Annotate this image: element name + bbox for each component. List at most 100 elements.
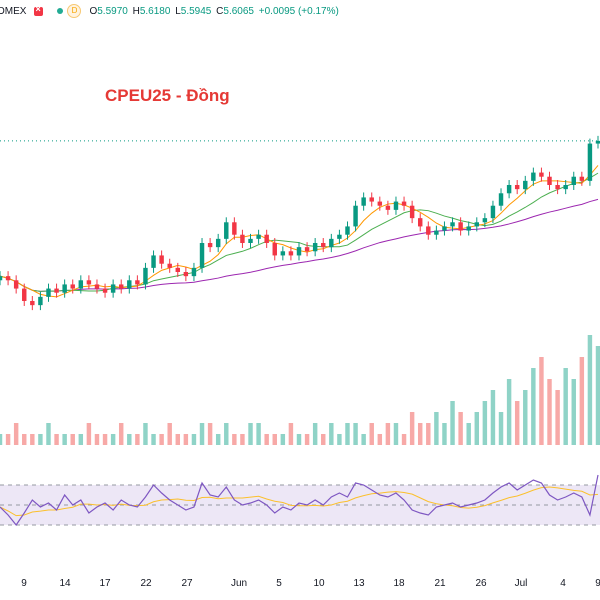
- open-value: 5.5970: [97, 5, 128, 17]
- market-closed-icon[interactable]: [34, 4, 44, 16]
- candle-body: [482, 218, 488, 223]
- volume-bar: [393, 423, 399, 445]
- volume-bar: [143, 423, 148, 445]
- candle-body: [232, 222, 237, 235]
- high-value: 5.6180: [139, 5, 171, 17]
- volume-bar: [118, 423, 124, 445]
- volume-bar: [159, 434, 164, 445]
- volume-bar: [361, 434, 366, 445]
- volume-bar: [498, 412, 504, 445]
- candle-body: [280, 251, 286, 256]
- volume-bar: [5, 434, 11, 445]
- volume-bar: [127, 434, 132, 445]
- candle-body: [547, 176, 552, 185]
- close-key: C: [216, 5, 224, 17]
- open-key: O: [89, 5, 98, 17]
- volume-bar: [38, 434, 43, 445]
- volume-bar: [369, 423, 374, 445]
- volume-bar: [191, 434, 197, 445]
- candle-body: [159, 255, 164, 264]
- candle-body: [183, 272, 189, 277]
- volume-bar: [167, 423, 172, 445]
- volume-bar: [280, 434, 286, 445]
- candle-body: [393, 201, 399, 210]
- volume-bar: [264, 434, 269, 445]
- volume-bar: [353, 423, 358, 445]
- candle-body: [248, 238, 253, 243]
- volume-bar: [587, 335, 593, 445]
- candle-body: [329, 238, 334, 248]
- volume-bar: [199, 423, 205, 445]
- candle-body: [506, 185, 512, 194]
- candle-body: [563, 185, 568, 190]
- volume-bar: [62, 434, 67, 445]
- volume-bar: [13, 423, 19, 445]
- volume-bar: [377, 434, 383, 445]
- volume-bar: [531, 368, 536, 445]
- candle-body: [256, 234, 261, 239]
- candle-body: [296, 247, 302, 256]
- x-tick-label: 14: [59, 578, 71, 589]
- market-status-icon[interactable]: [57, 8, 64, 14]
- candle-body: [240, 234, 245, 243]
- volume-bar: [417, 423, 423, 445]
- candle-body: [304, 247, 310, 252]
- x-tick-label: Jun: [231, 578, 247, 589]
- candle-body: [272, 243, 277, 256]
- volume-bar: [442, 423, 447, 445]
- candle-body: [531, 172, 536, 181]
- volume-bar: [312, 423, 318, 445]
- x-tick-label: 10: [313, 578, 325, 589]
- exchange-label: OMEX: [0, 5, 27, 17]
- candle-body: [426, 226, 431, 235]
- candle-body: [498, 193, 504, 206]
- volume-bar: [337, 434, 342, 445]
- candle-body: [215, 238, 221, 248]
- candle-body: [369, 197, 374, 202]
- delayed-data-badge[interactable]: D: [67, 4, 82, 18]
- candle-body: [450, 222, 455, 227]
- volume-bar: [490, 390, 496, 445]
- candle-body: [118, 284, 124, 289]
- volume-bar: [409, 412, 415, 445]
- volume-bar: [288, 423, 294, 445]
- volume-bar: [595, 346, 600, 445]
- volume-bar: [385, 423, 391, 445]
- volume-bar: [450, 401, 455, 445]
- volume-bar: [54, 434, 59, 445]
- candle-body: [361, 197, 366, 206]
- candle-body: [555, 185, 560, 190]
- candle-body: [13, 280, 19, 289]
- candle-body: [110, 284, 116, 293]
- candle-body: [409, 205, 415, 219]
- candle-body: [191, 267, 197, 277]
- candle-body: [264, 234, 269, 243]
- x-tick-label: 21: [434, 578, 446, 589]
- candle-body: [401, 201, 407, 206]
- x-tick-label: 4: [560, 578, 566, 589]
- candle-body: [207, 243, 213, 248]
- volume-bar: [571, 379, 576, 445]
- candle-body: [175, 267, 181, 272]
- candle-body: [22, 288, 27, 301]
- x-tick-label: 9: [21, 578, 27, 589]
- candle-body: [70, 284, 75, 289]
- candle-body: [30, 301, 35, 306]
- volume-bar: [232, 434, 237, 445]
- candle-body: [46, 288, 51, 297]
- x-tick-label: 5: [276, 578, 282, 589]
- close-value: 5.6065: [223, 5, 254, 17]
- x-tick-label: 13: [353, 578, 365, 589]
- ma-long-line: [0, 198, 599, 292]
- volume-bar: [434, 412, 439, 445]
- low-value: 5.5945: [180, 5, 212, 17]
- volume-bar: [175, 434, 181, 445]
- volume-bar: [296, 434, 302, 445]
- candle-body: [571, 176, 576, 185]
- volume-bar: [110, 434, 116, 445]
- x-tick-label: 26: [475, 578, 487, 589]
- volume-bar: [506, 379, 512, 445]
- volume-bar: [474, 412, 480, 445]
- volume-bar: [224, 423, 229, 445]
